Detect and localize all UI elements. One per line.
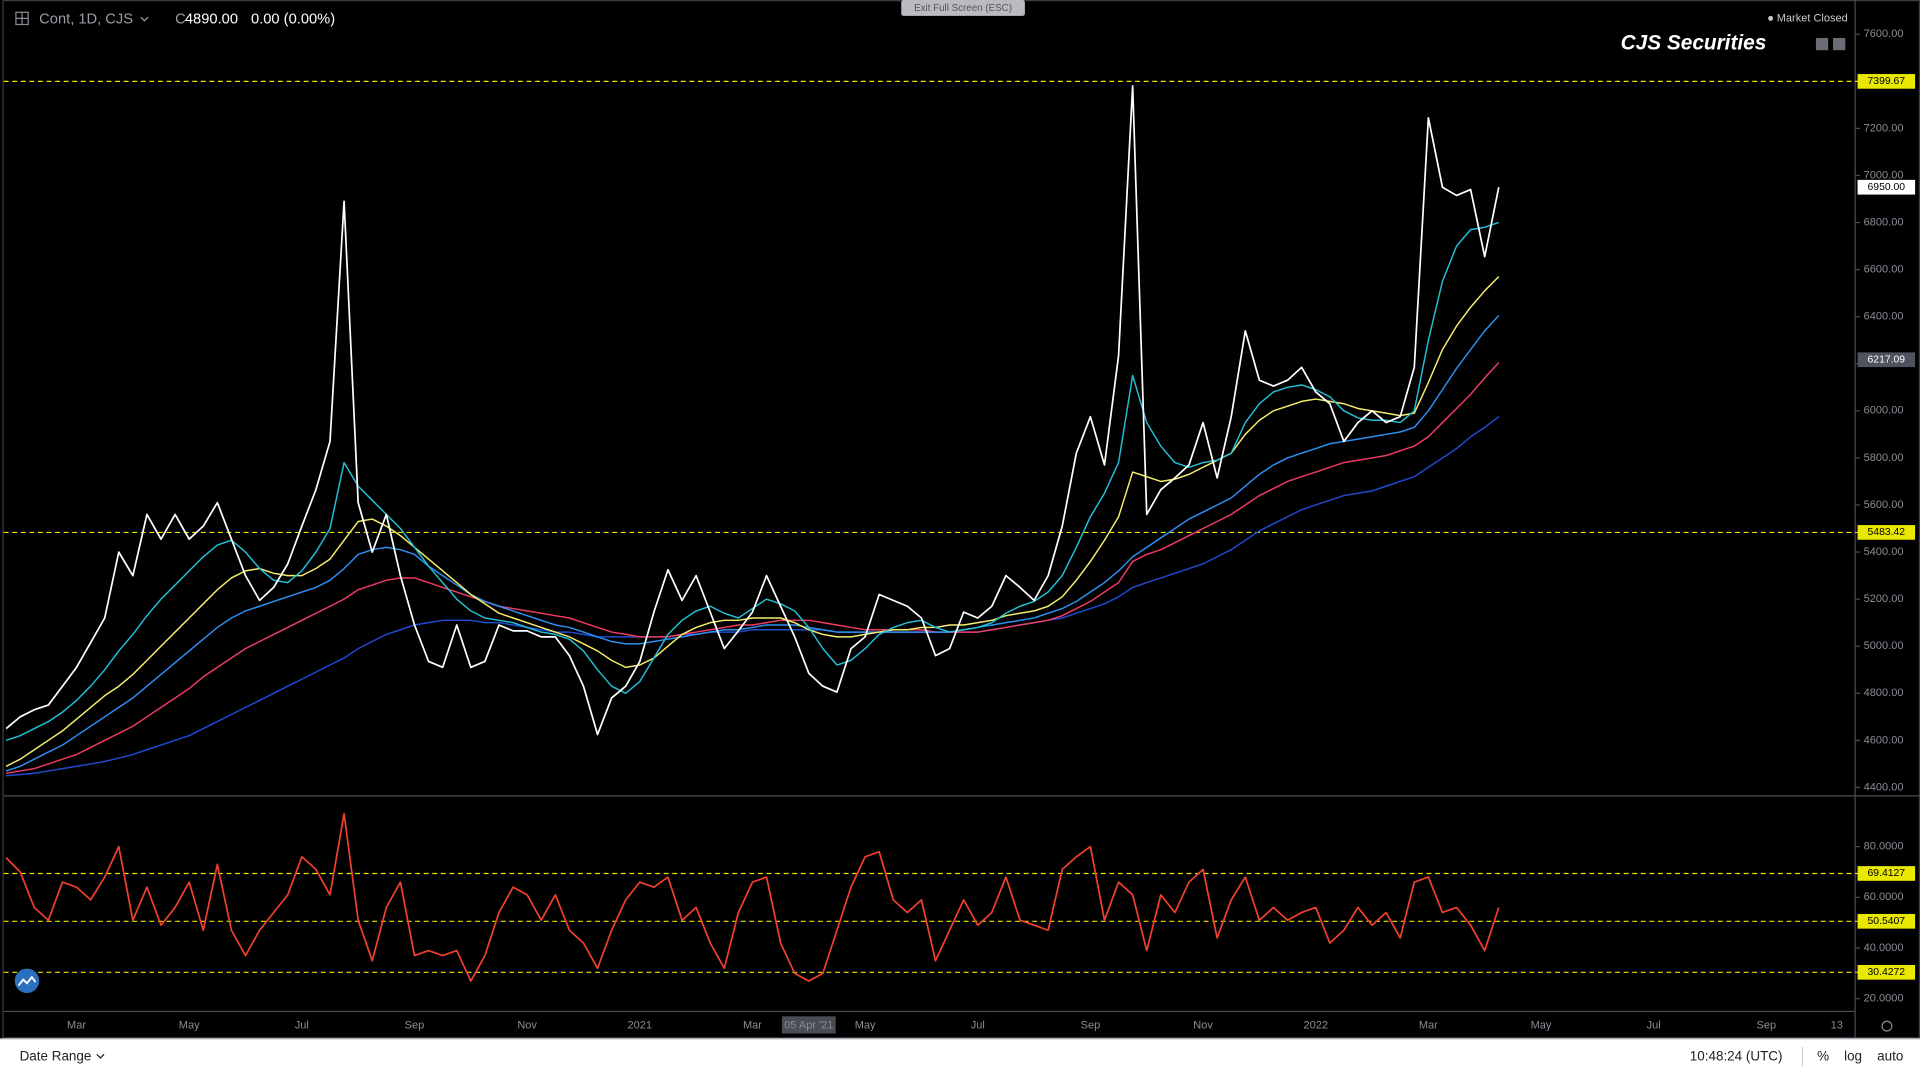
x-tick-label: Sep (1757, 1019, 1777, 1031)
date-range-button[interactable]: Date Range (20, 1048, 92, 1063)
exit-fullscreen-button[interactable] (901, 0, 1025, 16)
x-tick-label: Sep (405, 1019, 425, 1031)
level-tag: 5483.42 (1868, 527, 1906, 538)
y-tick-label: 7000.00 (1864, 169, 1904, 181)
level-tag: 7399.67 (1868, 76, 1906, 87)
series-line (5, 276, 1500, 767)
level-tag-bg (1857, 964, 1916, 980)
symbol[interactable]: Cont, 1D, CJS (39, 11, 133, 27)
y-tick-label: 4600.00 (1864, 734, 1904, 746)
symbol-caret (140, 16, 149, 22)
series-line (5, 85, 1500, 736)
y-tick-label: 4400.00 (1864, 781, 1904, 793)
x-tick-label: Mar (67, 1019, 86, 1031)
y-tick-label: 5000.00 (1864, 640, 1904, 652)
price-tag: 6950.00 (1868, 182, 1906, 193)
y-tick-label: 40.0000 (1864, 942, 1904, 954)
y-tick-label: 6000.00 (1864, 405, 1904, 417)
level-tag: 69.4127 (1868, 868, 1906, 879)
x-tick-label: 05 Apr '21 (784, 1019, 833, 1031)
clock: 10:48:24 (UTC) (1690, 1048, 1783, 1063)
y-tick-label: 5200.00 (1864, 593, 1904, 605)
y-tick-label: 6600.00 (1864, 264, 1904, 276)
collapse-button[interactable] (1815, 37, 1829, 51)
price-tag-bg (1857, 179, 1916, 195)
x-tick-label: Mar (743, 1019, 762, 1031)
level-tag-bg (1857, 866, 1916, 881)
level-tag-bg (1857, 74, 1916, 89)
y-tick-label: 4800.00 (1864, 687, 1904, 699)
x-tick-label: May (1531, 1019, 1552, 1031)
plot-layer: 4400.00 4600.00 4800.00 5000.00 5200.00 5400.… (3, 28, 1916, 1034)
expand-button[interactable] (1833, 37, 1846, 51)
series-line (6, 416, 1500, 777)
y-tick-label: 60.0000 (1864, 891, 1904, 903)
price-tag-bg (1857, 352, 1916, 368)
x-tick-label: 2022 (1303, 1019, 1328, 1031)
date-range-caret (96, 1053, 105, 1059)
price-tag: 6217.09 (1868, 354, 1906, 365)
x-tick-label: 13 (1831, 1019, 1843, 1031)
level-tag: 30.4272 (1868, 967, 1906, 978)
x-tick-label: 2021 (628, 1019, 653, 1031)
y-tick-label: 5800.00 (1864, 452, 1904, 464)
x-tick-label: May (855, 1019, 876, 1031)
series-line (5, 221, 1500, 742)
y-tick-label: 5400.00 (1864, 546, 1904, 558)
level-tag-bg (1857, 525, 1916, 540)
auto-toggle[interactable]: auto (1877, 1048, 1903, 1063)
y-tick-label: 6400.00 (1864, 311, 1904, 323)
close-value: 4890.00 (185, 11, 238, 27)
logo-mark (17, 975, 37, 987)
x-tick-label: Sep (1081, 1019, 1101, 1031)
x-tick-label: Mar (1419, 1019, 1438, 1031)
y-tick-label: 6800.00 (1864, 216, 1904, 228)
y-tick-label: 7200.00 (1864, 122, 1904, 134)
change-value: 0.00 (0.00%) (251, 11, 335, 27)
series-line (5, 315, 1500, 772)
status-dot (1768, 15, 1774, 21)
series-line (5, 812, 1500, 982)
settings-icon[interactable] (1881, 1020, 1893, 1032)
level-tag: 50.5407 (1868, 916, 1906, 927)
x-tick-label: May (179, 1019, 200, 1031)
series-line (6, 362, 1500, 774)
x-tick-label: Nov (1193, 1019, 1213, 1031)
level-tag-bg (1857, 913, 1916, 929)
x-tick-label: Jul (1647, 1019, 1661, 1031)
x-tick-label: Jul (295, 1019, 309, 1031)
close-label: C (175, 11, 186, 27)
exit-fullscreen-label: Exit Full Screen (ESC) (914, 3, 1012, 14)
market-status: Market Closed (1777, 12, 1848, 24)
y-tick-label: 5600.00 (1864, 499, 1904, 511)
y-tick-label: 7600.00 (1864, 28, 1904, 40)
x-tick-label: Nov (517, 1019, 537, 1031)
brand: CJS Securities (1621, 32, 1767, 55)
percent-toggle[interactable]: % (1817, 1048, 1829, 1063)
y-tick-label: 80.0000 (1864, 841, 1904, 853)
logo-badge (14, 968, 40, 994)
y-tick-label: 20.0000 (1864, 993, 1904, 1005)
x-tick-label: Jul (971, 1019, 985, 1031)
crosshair-date-bg (781, 1016, 836, 1034)
log-toggle[interactable]: log (1844, 1048, 1862, 1063)
footer-bar (0, 1038, 1920, 1080)
